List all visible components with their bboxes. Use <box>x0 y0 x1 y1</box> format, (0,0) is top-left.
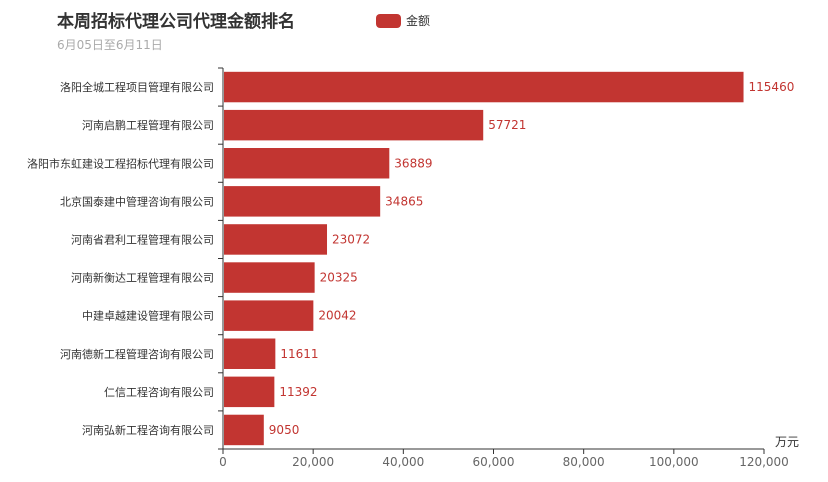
x-tick-label: 120,000 <box>739 455 789 469</box>
bar <box>224 224 328 255</box>
legend[interactable]: 金额 <box>376 12 430 29</box>
category-label: 河南省君利工程管理有限公司 <box>71 232 214 246</box>
bar <box>224 300 314 331</box>
category-label: 河南弘新工程咨询有限公司 <box>82 423 214 437</box>
bar-value-label: 9050 <box>269 423 300 437</box>
bar <box>224 148 390 179</box>
bar-value-label: 115460 <box>749 80 795 94</box>
bar-value-label: 20042 <box>318 309 356 323</box>
bar-value-label: 57721 <box>488 118 526 132</box>
bar-value-label: 36889 <box>394 156 432 170</box>
x-tick-label: 60,000 <box>473 455 515 469</box>
bar <box>224 338 276 369</box>
category-label: 河南新衡达工程管理有限公司 <box>71 271 214 285</box>
bar-value-label: 34865 <box>385 194 423 208</box>
category-label: 洛阳全城工程项目管理有限公司 <box>60 80 214 94</box>
bar-value-label: 23072 <box>332 232 370 246</box>
chart-title: 本周招标代理公司代理金额排名 <box>57 12 295 32</box>
bar <box>224 376 275 408</box>
bar-value-label: 11392 <box>279 385 317 399</box>
category-label: 河南启鹏工程管理有限公司 <box>82 118 214 132</box>
x-tick-label: 0 <box>219 455 227 469</box>
x-axis-unit: 万元 <box>775 435 799 449</box>
legend-swatch <box>376 13 401 28</box>
legend-label: 金额 <box>406 14 431 28</box>
category-label: 仁信工程咨询有限公司 <box>104 385 214 399</box>
x-tick-label: 80,000 <box>563 455 605 469</box>
bar-value-label: 20325 <box>320 271 358 285</box>
chart-subtitle: 6月05日至6月11日 <box>57 38 163 52</box>
x-tick-label: 20,000 <box>292 455 334 469</box>
x-tick-label: 100,000 <box>649 455 699 469</box>
x-tick-label: 40,000 <box>382 455 424 469</box>
category-label: 北京国泰建中管理咨询有限公司 <box>60 194 214 208</box>
bar <box>224 71 744 103</box>
category-label: 中建卓越建设管理有限公司 <box>82 309 214 323</box>
bar-value-label: 11611 <box>280 347 318 361</box>
bar <box>224 109 484 141</box>
category-label: 河南德新工程管理咨询有限公司 <box>60 347 214 361</box>
bar <box>224 262 315 293</box>
bar <box>224 186 381 217</box>
category-label: 洛阳市东虹建设工程招标代理有限公司 <box>27 156 214 170</box>
bar <box>224 414 264 446</box>
